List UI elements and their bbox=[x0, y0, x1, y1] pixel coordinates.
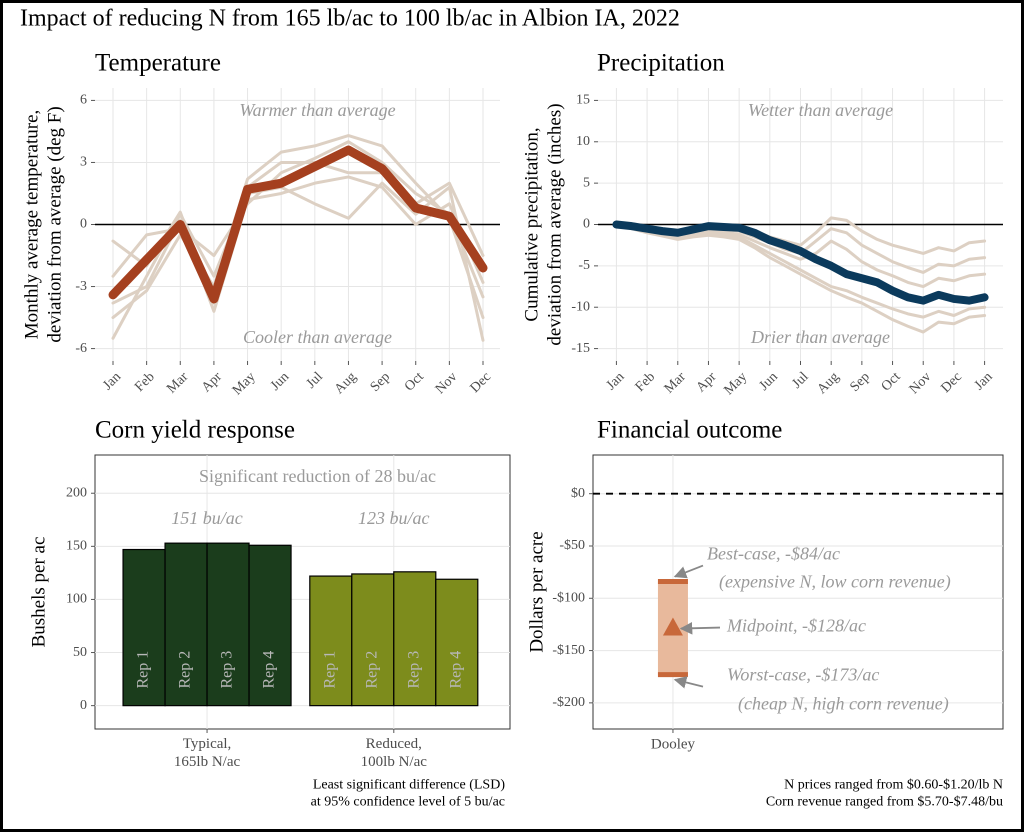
y-tick-label: -$200 bbox=[552, 695, 585, 710]
annotation: Drier than average bbox=[750, 327, 890, 347]
y-tick-label: -6 bbox=[75, 341, 87, 356]
bar-label: Rep 4 bbox=[261, 651, 278, 689]
bar bbox=[435, 578, 479, 707]
y-tick-label: 0 bbox=[80, 217, 87, 232]
panel-title: Precipitation bbox=[597, 50, 725, 77]
bar-label: Rep 3 bbox=[219, 651, 236, 689]
y-tick-label: 6 bbox=[80, 93, 87, 108]
annotation: Significant reduction of 28 bu/ac bbox=[199, 466, 436, 486]
bar bbox=[164, 542, 208, 707]
bar-label: Rep 2 bbox=[177, 651, 194, 689]
value-note: (expensive N, low corn revenue) bbox=[719, 572, 951, 593]
y-tick-label: 200 bbox=[66, 485, 87, 500]
y-axis-label: Dollars per acre bbox=[526, 531, 547, 652]
y-tick-label: 15 bbox=[576, 93, 590, 108]
y-tick-label: 0 bbox=[583, 217, 590, 232]
value-label: Worst-case, -$173/ac bbox=[727, 665, 879, 685]
y-axis-label: Cumulative precipitation,deviation from … bbox=[522, 103, 566, 345]
annotation: Wetter than average bbox=[748, 100, 893, 120]
y-tick-label: -$50 bbox=[559, 538, 585, 553]
x-tick-label: Typical, 165lb N/ac bbox=[174, 736, 241, 770]
y-tick-label: 50 bbox=[73, 645, 87, 660]
bar bbox=[309, 575, 353, 707]
series-line bbox=[614, 223, 987, 319]
y-tick-label: 3 bbox=[80, 155, 87, 170]
y-tick-label: -$150 bbox=[552, 643, 585, 658]
arrow bbox=[679, 621, 721, 635]
bar bbox=[351, 573, 395, 707]
bar-label: Rep 3 bbox=[405, 651, 422, 689]
annotation: Cooler than average bbox=[243, 327, 392, 347]
bar-label: Rep 2 bbox=[363, 651, 380, 689]
y-tick-label: 10 bbox=[576, 134, 590, 149]
bar-label: Rep 1 bbox=[321, 651, 338, 689]
value-note: (cheap N, high corn revenue) bbox=[738, 694, 949, 715]
y-axis-label: Monthly average temperature,deviation fr… bbox=[22, 106, 66, 342]
group-label: 151 bu/ac bbox=[171, 508, 243, 528]
value-label: Best-case, -$84/ac bbox=[707, 544, 840, 564]
bar-label: Rep 4 bbox=[447, 651, 464, 689]
y-tick-label: -$100 bbox=[552, 590, 585, 605]
panel-title: Corn yield response bbox=[95, 417, 295, 444]
x-tick-label: Dooley bbox=[651, 736, 696, 752]
arrow bbox=[673, 564, 704, 579]
y-tick-label: 150 bbox=[66, 539, 87, 554]
series-line bbox=[108, 145, 488, 304]
series-line bbox=[612, 220, 989, 305]
bar-label: Rep 1 bbox=[135, 651, 152, 689]
bar bbox=[122, 548, 166, 707]
panel-title: Financial outcome bbox=[597, 417, 782, 444]
y-tick-label: 0 bbox=[80, 698, 87, 713]
value-label: Midpoint, -$128/ac bbox=[726, 616, 866, 636]
arrow bbox=[673, 676, 704, 689]
bar bbox=[206, 542, 250, 707]
x-tick-label: Reduced, 100lb N/ac bbox=[361, 736, 428, 770]
y-tick-label: 100 bbox=[66, 592, 87, 607]
bar bbox=[393, 571, 437, 707]
main-title: Impact of reducing N from 165 lb/ac to 1… bbox=[20, 6, 680, 32]
y-axis-label: Bushels per ac bbox=[28, 537, 49, 648]
y-tick-label: 5 bbox=[583, 175, 590, 190]
y-tick-label: -5 bbox=[578, 258, 590, 273]
y-tick-label: $0 bbox=[571, 486, 585, 501]
note: N prices ranged from $0.60-$1.20/lb N Cor… bbox=[766, 778, 1003, 810]
y-tick-label: -15 bbox=[571, 341, 590, 356]
series-line bbox=[111, 160, 485, 305]
series-line bbox=[614, 223, 987, 334]
series-line bbox=[111, 134, 485, 320]
note: Least significant difference (LSD) at 95%… bbox=[311, 778, 506, 810]
bar bbox=[248, 544, 292, 707]
y-tick-label: -3 bbox=[75, 279, 87, 294]
panel-title: Temperature bbox=[95, 50, 221, 77]
group-label: 123 bu/ac bbox=[358, 508, 430, 528]
panel bbox=[592, 454, 1004, 730]
midpoint bbox=[662, 617, 683, 636]
annotation: Warmer than average bbox=[239, 100, 395, 120]
y-tick-label: -10 bbox=[571, 299, 590, 314]
